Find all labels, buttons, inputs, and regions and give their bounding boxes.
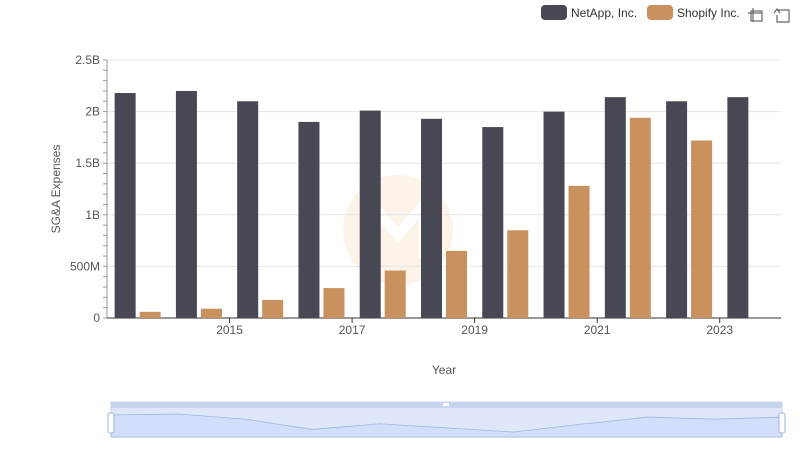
bar-shopify[interactable] xyxy=(629,117,651,319)
data-zoom-handle-right[interactable] xyxy=(778,412,786,434)
bar-netapp[interactable] xyxy=(175,90,197,319)
bar-netapp[interactable] xyxy=(482,127,504,318)
data-zoom-slider[interactable] xyxy=(107,401,786,438)
y-tick-label: 0 xyxy=(93,311,100,325)
bar-netapp[interactable] xyxy=(359,110,381,319)
y-tick-label: 1.5B xyxy=(75,156,100,170)
bar-shopify[interactable] xyxy=(384,270,406,318)
bar-netapp[interactable] xyxy=(421,118,442,318)
y-tick-label: 2B xyxy=(85,105,100,119)
bar-shopify[interactable] xyxy=(200,308,222,318)
data-zoom-preview-line xyxy=(110,413,783,438)
bar-netapp[interactable] xyxy=(727,97,749,318)
x-tick-label: 2021 xyxy=(584,323,611,337)
y-axis-title: SG&A Expenses xyxy=(49,145,63,234)
x-axis: 2015 2017 2019 2021 2023 xyxy=(107,317,781,337)
legend-label-shopify: Shopify Inc. xyxy=(677,6,740,20)
legend-swatch-shopify xyxy=(647,5,673,20)
bar-shopify[interactable] xyxy=(568,185,590,318)
bar-netapp[interactable] xyxy=(298,121,320,318)
bar-netapp[interactable] xyxy=(114,93,136,318)
bar-shopify[interactable] xyxy=(691,140,713,318)
data-zoom-grip[interactable] xyxy=(443,403,449,406)
y-tick-label: 1B xyxy=(85,208,100,222)
legend-label-netapp: NetApp, Inc. xyxy=(571,6,637,20)
bar-netapp[interactable] xyxy=(237,101,259,318)
legend-item-netapp[interactable]: NetApp, Inc. xyxy=(541,5,637,20)
bar-shopify[interactable] xyxy=(139,311,161,318)
bar-shopify[interactable] xyxy=(262,299,284,318)
bar-shopify[interactable] xyxy=(323,288,345,318)
x-tick-label: 2017 xyxy=(339,323,366,337)
bar-netapp[interactable] xyxy=(666,101,688,318)
legend-item-shopify[interactable]: Shopify Inc. xyxy=(647,5,740,20)
y-tick-label: 2.5B xyxy=(75,53,100,67)
x-tick-label: 2019 xyxy=(461,323,488,337)
crosshair-zoom-icon[interactable] xyxy=(748,8,763,22)
bar-shopify[interactable] xyxy=(446,250,467,318)
x-tick-label: 2015 xyxy=(216,323,243,337)
legend: NetApp, Inc. Shopify Inc. xyxy=(541,5,740,20)
data-zoom-handle-left[interactable] xyxy=(107,412,115,434)
bars xyxy=(114,90,749,319)
bar-netapp[interactable] xyxy=(543,111,565,318)
x-tick-label: 2023 xyxy=(706,323,733,337)
bar-netapp[interactable] xyxy=(604,97,626,318)
legend-swatch-netapp xyxy=(541,5,567,20)
restore-icon[interactable] xyxy=(773,8,790,23)
y-tick-label: 500M xyxy=(70,259,100,273)
bar-shopify[interactable] xyxy=(507,230,529,318)
x-axis-title: Year xyxy=(432,363,456,377)
y-axis: 0 500M 1B 1.5B 2B 2.5B xyxy=(70,53,108,325)
